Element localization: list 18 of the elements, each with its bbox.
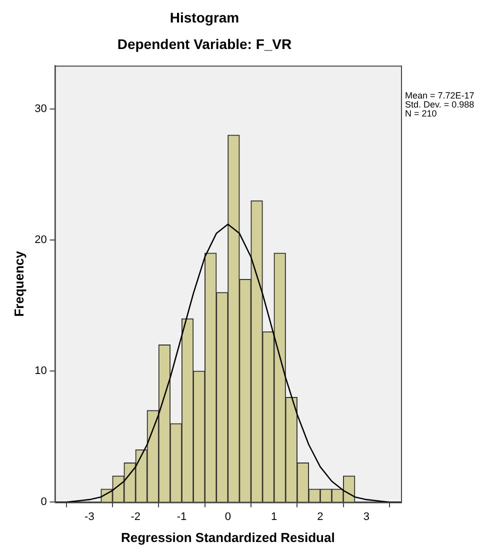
- y-tick-label: 0: [40, 496, 47, 508]
- x-tick-label: -3: [84, 510, 94, 523]
- text: Std. Dev. = 0.988: [405, 100, 474, 110]
- y-tick-label: 30: [34, 102, 47, 115]
- chart-subtitle: Dependent Variable: F_VR: [117, 36, 292, 52]
- chart-title: Histogram: [170, 9, 240, 26]
- x-tick-label: -2: [130, 510, 140, 523]
- y-axis-title: Frequency: [11, 250, 26, 317]
- x-tick-label: 2: [317, 510, 324, 523]
- x-tick-label: 3: [363, 510, 370, 523]
- x-tick-label: 1: [271, 510, 278, 523]
- x-tick-label: -1: [176, 510, 187, 523]
- text: N = 210: [405, 108, 437, 119]
- y-tick-label: 20: [34, 234, 47, 246]
- x-tick-label: 0: [224, 510, 231, 523]
- y-tick-label: 10: [34, 365, 47, 378]
- text: Mean = 7.72E-17: [405, 90, 474, 101]
- x-axis-title: Regression Standardized Residual: [120, 530, 335, 545]
